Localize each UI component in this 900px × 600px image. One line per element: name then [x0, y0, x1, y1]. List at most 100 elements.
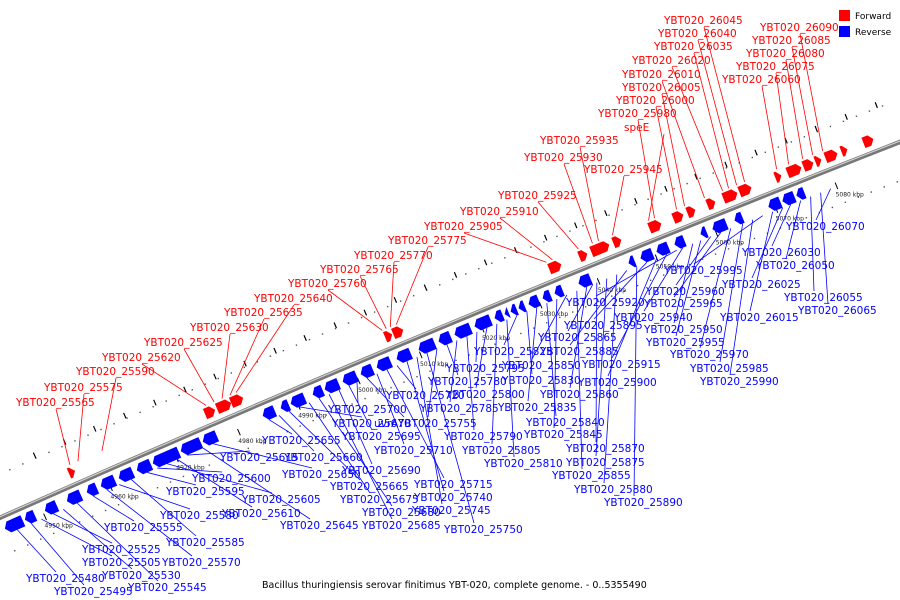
guide-dot	[533, 327, 535, 329]
guide-dot	[260, 442, 263, 444]
guide-dot	[829, 125, 832, 128]
reverse-gene-label: YBT020_25530	[101, 570, 181, 582]
scale-tick	[714, 230, 719, 238]
reverse-label-leader	[376, 373, 405, 445]
reverse-label-leader	[187, 450, 251, 456]
guide-dot	[65, 526, 68, 529]
reverse-gene-label: YBT020_25995	[663, 265, 743, 277]
forward-gene-label: YBT020_26035	[653, 41, 733, 53]
guide-dot	[585, 306, 587, 308]
legend-reverse-label: Reverse	[855, 28, 892, 38]
guide-dot	[842, 120, 845, 123]
reverse-gene-arrow	[494, 309, 505, 323]
reverse-gene-label: YBT020_25855	[551, 470, 631, 482]
minor-tick	[183, 386, 187, 393]
guide-dot	[256, 361, 259, 363]
reverse-gene-label: YBT020_26015	[719, 312, 799, 324]
forward-gene-label: YBT020_25635	[223, 307, 303, 319]
reverse-gene-label: YBT020_25665	[329, 481, 409, 493]
forward-gene-label: YBT020_26075	[735, 61, 815, 73]
forward-gene-label: YBT020_25935	[539, 135, 619, 147]
guide-dot	[9, 469, 11, 471]
guide-dot	[559, 316, 561, 319]
dotted-guide-lines	[9, 105, 898, 552]
guide-dot	[803, 136, 806, 138]
reverse-gene-arrow	[656, 241, 671, 256]
forward-gene-label: YBT020_25910	[459, 206, 539, 218]
forward-label-leader	[697, 39, 737, 186]
forward-gene-label: YBT020_25775	[387, 235, 467, 247]
genome-backbone	[0, 139, 900, 521]
guide-dot	[165, 400, 167, 402]
reverse-label-leader	[426, 352, 475, 524]
guide-dot	[868, 110, 871, 112]
scale-tick	[834, 182, 839, 190]
reverse-gene-label: YBT020_25660	[283, 452, 363, 464]
reverse-gene-arrow	[44, 500, 60, 515]
reverse-gene-label: YBT020_25585	[165, 537, 245, 549]
forward-gene-label: YBT020_26080	[745, 48, 825, 60]
guide-dot	[100, 428, 102, 431]
scale-tick	[43, 513, 47, 521]
reverse-gene-arrow	[700, 226, 709, 239]
reverse-gene-arrow	[66, 489, 84, 505]
forward-label-leader	[799, 33, 824, 152]
guide-dot	[491, 262, 493, 264]
guide-dot	[764, 151, 767, 154]
reverse-gene-label: YBT020_25505	[81, 557, 161, 569]
forward-gene-arrow	[839, 145, 848, 157]
reverse-gene-arrow	[86, 482, 100, 497]
guide-dot	[662, 274, 665, 276]
guide-dot	[595, 219, 597, 222]
guide-dot	[295, 344, 298, 346]
guide-dot	[481, 348, 483, 351]
guide-dot	[312, 419, 314, 422]
guide-dot	[881, 105, 884, 107]
guide-dot	[126, 417, 128, 419]
guide-dot	[598, 300, 600, 303]
guide-dot	[299, 425, 301, 427]
guide-dot	[91, 515, 94, 517]
reverse-gene-label: YBT020_25670	[331, 418, 411, 430]
reverse-label-leader	[278, 415, 315, 452]
reverse-gene-label: YBT020_25780	[427, 376, 507, 388]
reverse-gene-label: YBT020_25835	[497, 402, 577, 414]
reverse-gene-arrow	[396, 347, 413, 363]
guide-dot	[727, 248, 730, 250]
minor-tick	[844, 113, 848, 120]
forward-gene-arrow	[647, 220, 662, 234]
guide-dot	[546, 322, 548, 324]
guide-dot	[35, 457, 37, 459]
reverse-gene-arrow	[118, 466, 136, 482]
reverse-gene-label: YBT020_25800	[445, 389, 525, 401]
forward-gene-arrow	[801, 159, 814, 172]
minor-tick	[32, 452, 37, 459]
scale-tick-label: 4960 kbp	[110, 494, 138, 501]
guide-dot	[243, 366, 246, 369]
guide-dot	[104, 509, 107, 512]
reverse-label-leader	[41, 518, 113, 557]
reverse-label-leader	[569, 270, 628, 346]
guide-dot	[714, 253, 717, 255]
guide-dot	[156, 487, 159, 489]
forward-gene-label: YBT020_26090	[759, 22, 839, 34]
reverse-gene-label: YBT020_25720	[385, 390, 465, 402]
forward-gene-arrow	[813, 156, 822, 167]
guide-dot	[234, 453, 237, 455]
forward-gene-label: YBT020_25565	[15, 397, 95, 409]
guide-dot	[221, 458, 224, 461]
reverse-gene-label: YBT020_25940	[613, 312, 693, 324]
reverse-gene-label: YBT020_25900	[577, 377, 657, 389]
guide-dot	[338, 408, 340, 411]
guide-dot	[572, 311, 574, 313]
reverse-label-leader	[213, 443, 313, 469]
guide-dot	[325, 414, 327, 416]
reverse-gene-label: YBT020_25710	[373, 445, 453, 457]
reverse-label-leader	[595, 282, 598, 443]
reverse-gene-label: YBT020_25840	[525, 417, 605, 429]
forward-label-leader	[661, 80, 705, 199]
reverse-gene-label: YBT020_25850	[501, 360, 581, 372]
forward-label-leader	[77, 393, 85, 462]
minor-tick	[243, 360, 247, 367]
reverse-label-leader	[63, 509, 133, 570]
